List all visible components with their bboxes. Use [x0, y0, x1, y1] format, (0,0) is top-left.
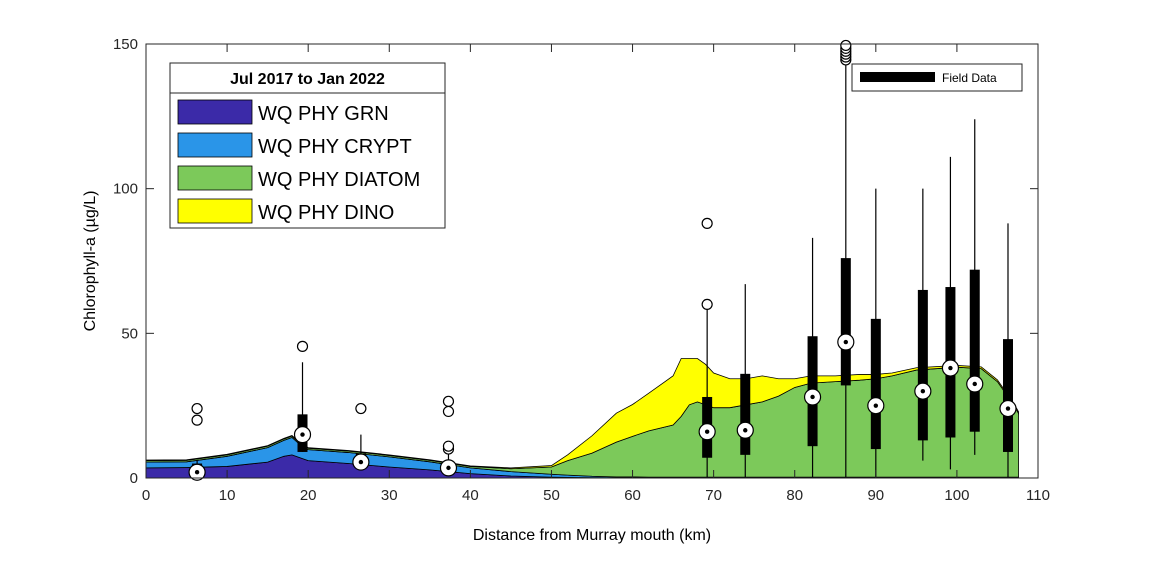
x-tick-label: 110	[1026, 487, 1050, 504]
box-iqr	[870, 318, 881, 450]
box-median-dot	[948, 365, 953, 371]
field-box	[352, 402, 370, 471]
box-outlier	[442, 395, 455, 407]
field-box	[966, 119, 984, 455]
field-data-boxplots	[188, 39, 1017, 481]
field-data-legend: Field Data	[851, 63, 1023, 92]
box-iqr	[1002, 339, 1013, 452]
x-tick-label: 80	[786, 487, 803, 504]
axes	[145, 43, 1039, 479]
legend-swatch	[177, 132, 253, 158]
x-tick-label: 20	[300, 487, 317, 504]
tick-labels: 0 10 20 30 40 50 60 70 80 90 100 110 0 50 100 150	[113, 36, 1050, 504]
box-median-dot	[704, 429, 710, 434]
plot-frame	[145, 43, 1039, 479]
box-median-dot	[873, 403, 879, 408]
y-tick-label: 0	[130, 470, 138, 487]
legend-label: WQ PHY DIATOM	[258, 169, 420, 191]
field-box	[837, 39, 855, 478]
y-tick-label: 50	[121, 325, 138, 342]
legend-label: WQ PHY GRN	[258, 103, 389, 125]
box-median-dot	[972, 381, 977, 387]
legend-swatch	[177, 99, 253, 125]
box-outlier	[355, 402, 367, 415]
x-tick-label: 50	[543, 487, 560, 504]
field-data-legend-label: Field Data	[942, 71, 997, 85]
box-outlier	[191, 402, 203, 415]
box-outlier	[840, 39, 852, 52]
field-box	[188, 402, 206, 481]
box-median-dot	[446, 465, 451, 471]
box-outlier	[442, 405, 455, 418]
x-tick-label: 10	[219, 487, 236, 504]
area-wq-phy-dino	[145, 358, 1019, 470]
x-tick-label: 30	[381, 487, 398, 504]
field-box	[941, 156, 960, 470]
y-tick-label: 100	[113, 181, 138, 198]
box-outlier	[701, 217, 713, 229]
x-tick-label: 40	[462, 487, 479, 504]
field-box	[736, 284, 754, 478]
x-tick-label: 60	[624, 487, 641, 504]
phytoplankton-legend: Jul 2017 to Jan 2022 WQ PHY GRN WQ PHY CR…	[169, 62, 446, 229]
x-tick-label: 0	[142, 487, 150, 504]
field-box	[293, 340, 312, 452]
box-iqr	[969, 269, 980, 432]
x-tick-label: 70	[705, 487, 722, 504]
field-box	[698, 217, 716, 478]
field-box	[439, 395, 458, 477]
box-median-dot	[358, 459, 364, 465]
box-outlier	[701, 298, 713, 310]
x-axis-label: Distance from Murray mouth (km)	[473, 527, 711, 544]
box-iqr	[740, 373, 751, 455]
box-median-dot	[810, 394, 815, 400]
x-tick-label: 90	[867, 487, 884, 504]
y-axis-label: Chlorophyll-a (µg/L)	[82, 191, 99, 332]
field-box	[867, 188, 885, 478]
legend-label: WQ PHY CRYPT	[258, 136, 412, 158]
field-box	[999, 223, 1017, 478]
stacked-area-layer	[145, 358, 1019, 479]
box-iqr	[917, 289, 928, 441]
box-iqr	[840, 258, 851, 386]
box-median-dot	[743, 428, 748, 433]
box-median-dot	[194, 470, 200, 475]
box-outlier	[442, 440, 455, 452]
legend-swatch	[177, 165, 253, 191]
box-median-dot	[843, 339, 849, 345]
box-outlier	[191, 414, 203, 426]
field-box	[914, 188, 932, 461]
box-median-dot	[300, 432, 305, 437]
box-median-dot	[1005, 406, 1011, 411]
x-tick-label: 100	[944, 487, 969, 504]
legend-items: WQ PHY GRN WQ PHY CRYPT WQ PHY DIATOM WQ PH…	[177, 99, 420, 224]
box-outlier	[296, 340, 309, 352]
field-data-legend-swatch	[860, 72, 935, 82]
legend-swatch	[177, 198, 253, 224]
legend-title: Jul 2017 to Jan 2022	[230, 71, 385, 88]
field-box	[803, 237, 822, 478]
legend-label: WQ PHY DINO	[258, 202, 394, 224]
box-median-dot	[920, 389, 926, 394]
y-tick-label: 150	[113, 36, 138, 53]
